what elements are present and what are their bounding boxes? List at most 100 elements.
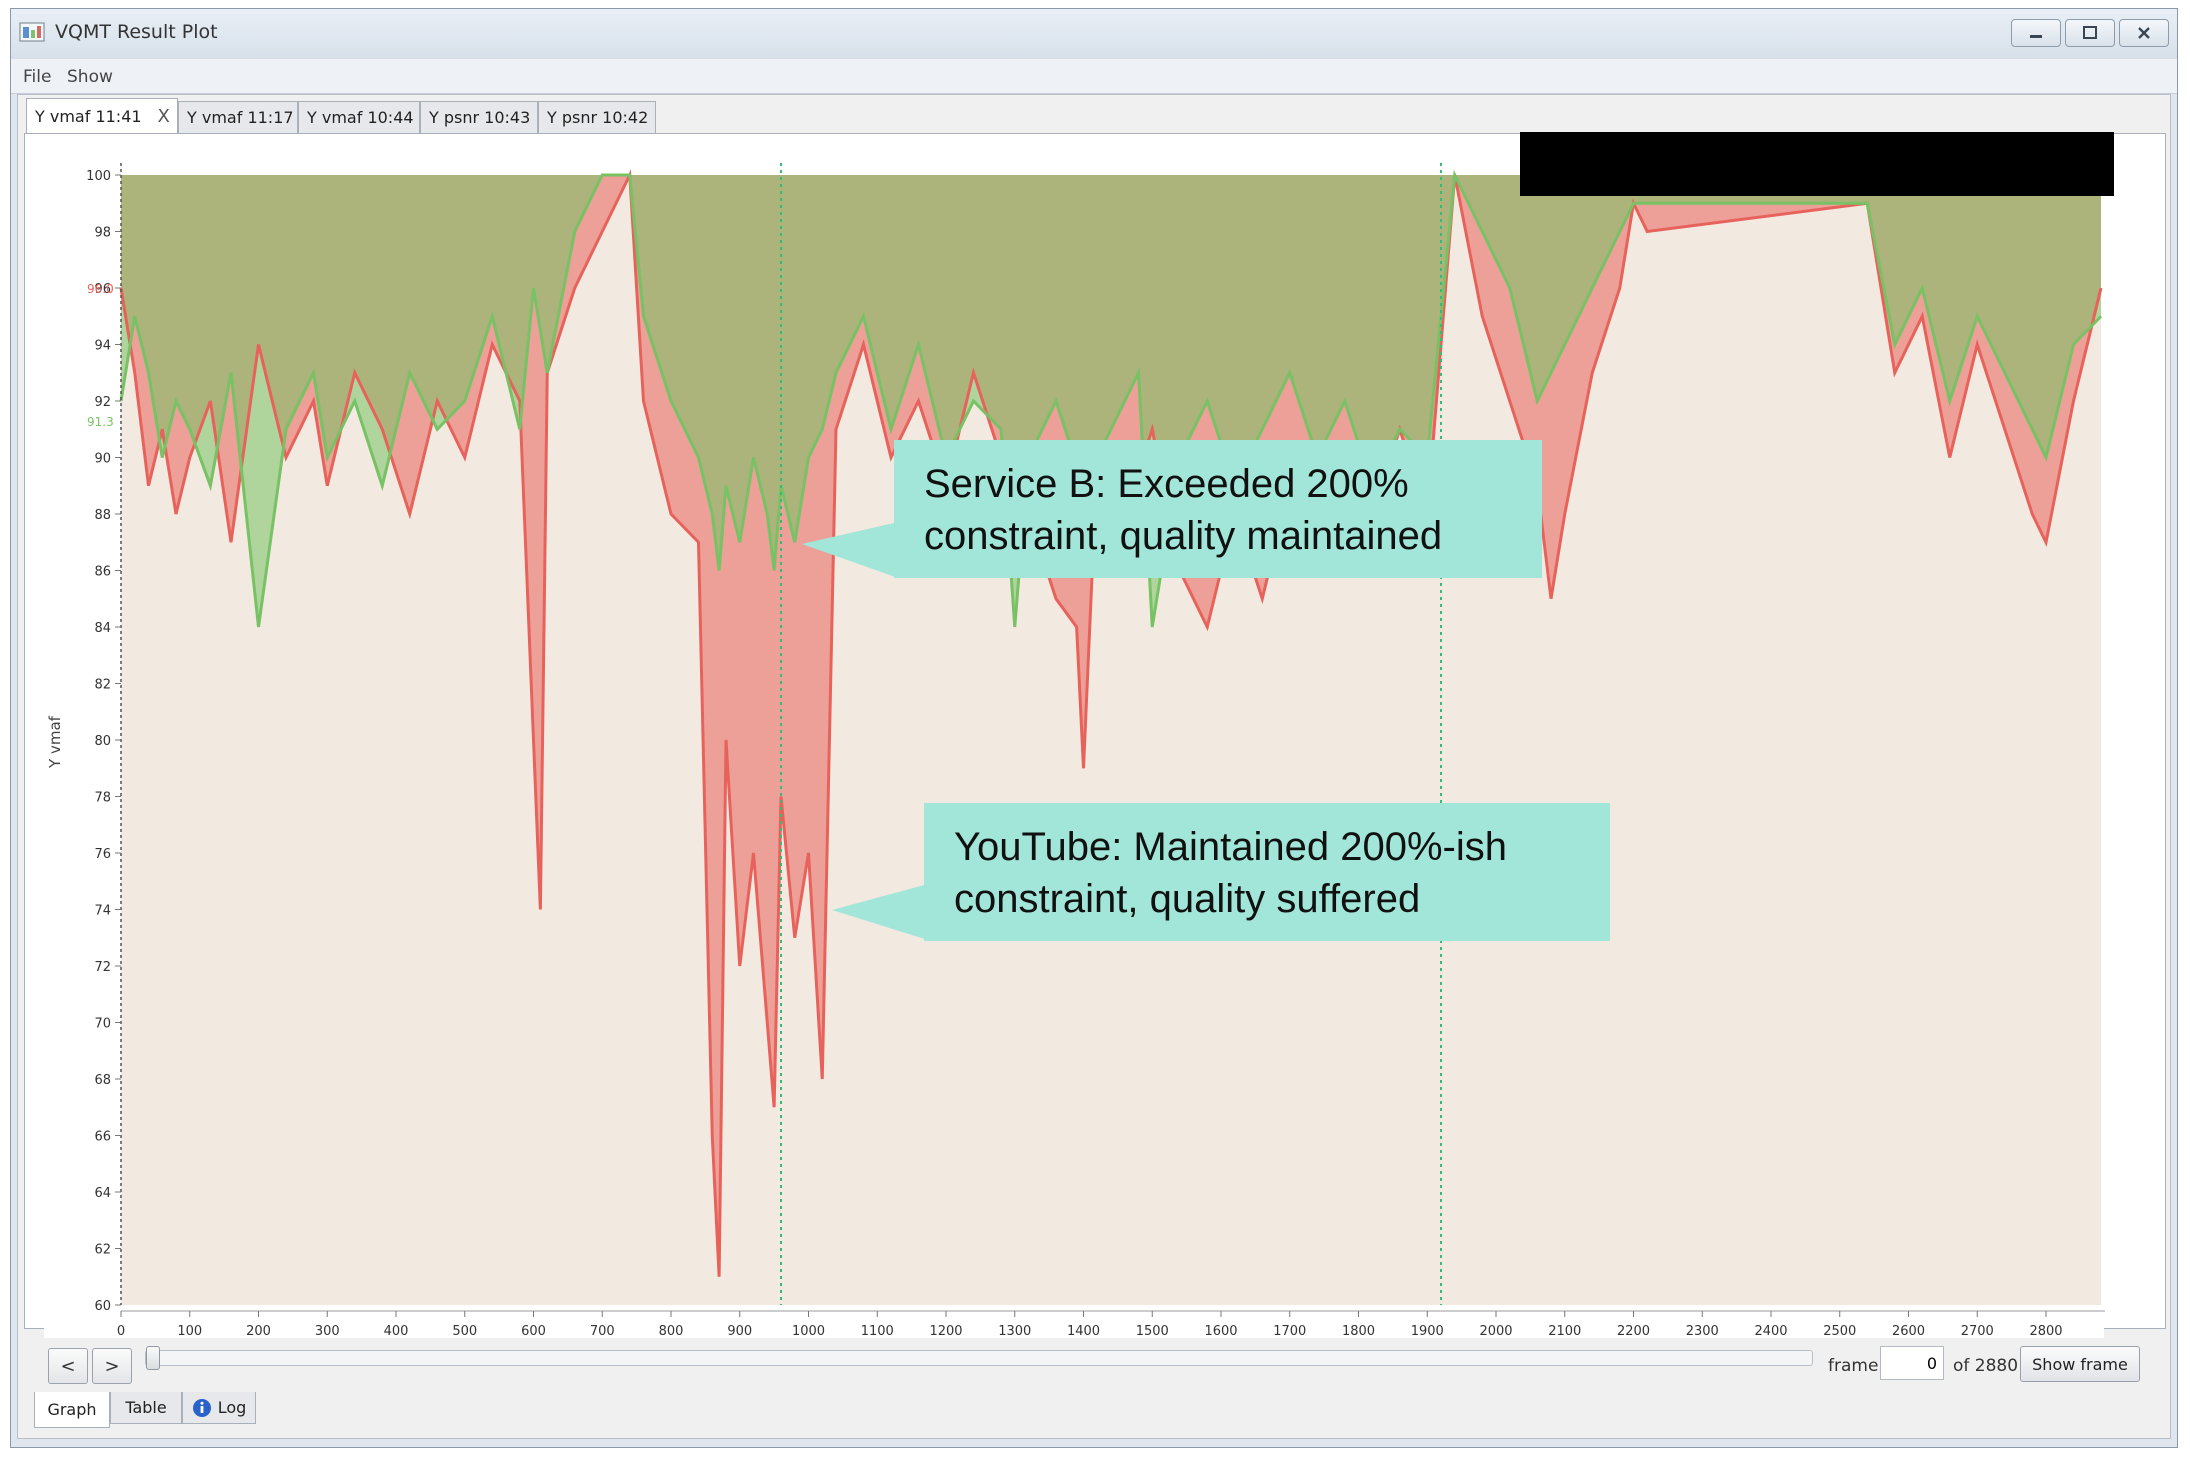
y-tick-label: 90 [94, 452, 111, 467]
x-tick-label: 2500 [1823, 1324, 1856, 1339]
tab-y-vmaf-1141[interactable]: Y vmaf 11:41 X [26, 98, 178, 134]
maximize-button[interactable] [2065, 19, 2115, 47]
tab-y-psnr-1042[interactable]: Y psnr 10:42 [538, 101, 656, 133]
menu-show[interactable]: Show [67, 67, 113, 87]
x-tick-label: 400 [384, 1324, 409, 1339]
tab-label: Y psnr 10:43 [429, 108, 531, 127]
y-tick-label: 84 [94, 621, 111, 636]
redacted-legend [1520, 132, 2114, 196]
y-tick-label: 96 [94, 282, 111, 297]
minimize-icon [2030, 35, 2042, 38]
x-tick-label: 1300 [998, 1324, 1031, 1339]
x-tick-label: 2400 [1754, 1324, 1787, 1339]
x-tick-label: 600 [521, 1324, 546, 1339]
frame-total: of 2880 [1953, 1356, 2019, 1376]
callout-line: constraint, quality suffered [954, 877, 1421, 921]
tab-table[interactable]: Table [110, 1392, 182, 1424]
y-tick-label: 68 [94, 1073, 111, 1088]
x-tick-label: 1800 [1342, 1324, 1375, 1339]
callout-line: Service B: Exceeded 200% [924, 462, 1409, 506]
show-frame-button[interactable]: Show frame [2020, 1346, 2140, 1382]
x-tick-label: 2200 [1617, 1324, 1650, 1339]
tab-label: Y vmaf 11:17 [187, 108, 294, 127]
y-tick-label: 74 [94, 904, 111, 919]
callout-line: constraint, quality maintained [924, 514, 1443, 558]
tab-y-psnr-1043[interactable]: Y psnr 10:43 [420, 101, 538, 133]
x-tick-label: 2300 [1686, 1324, 1719, 1339]
maximize-icon [2083, 26, 2097, 39]
y-tick-label: 86 [94, 565, 111, 580]
window-title: VQMT Result Plot [55, 21, 218, 43]
x-tick-label: 1000 [792, 1324, 825, 1339]
y-tick-label: 70 [94, 1017, 111, 1032]
x-tick-label: 700 [590, 1324, 615, 1339]
x-tick-label: 2000 [1479, 1324, 1512, 1339]
x-tick-label: 0 [117, 1324, 125, 1339]
frame-label: frame [1828, 1356, 1879, 1376]
series-area-1 [121, 175, 2101, 627]
y-tick-label: 72 [94, 960, 111, 975]
y-tick-label: 76 [94, 847, 111, 862]
tab-label: Y vmaf 11:41 [35, 107, 142, 126]
callout-box: Service B: Exceeded 200% constraint, qua… [894, 440, 1542, 578]
x-tick-label: 800 [659, 1324, 684, 1339]
x-tick-label: 300 [315, 1324, 340, 1339]
series-line-0 [119, 169, 2103, 1277]
x-tick-label: 1700 [1273, 1324, 1306, 1339]
x-tick-label: 2700 [1961, 1324, 1994, 1339]
y-tick-label: 78 [94, 791, 111, 806]
x-tick-label: 2600 [1892, 1324, 1925, 1339]
y-tick-label: 88 [94, 508, 111, 523]
app-icon [19, 22, 45, 42]
frame-input[interactable] [1880, 1346, 1944, 1380]
callout-line: YouTube: Maintained 200%-ish [954, 825, 1507, 869]
tab-label: Log [217, 1398, 247, 1417]
title-bar: VQMT Result Plot [11, 9, 2177, 59]
x-tick-label: 100 [177, 1324, 202, 1339]
x-tick-label: 500 [452, 1324, 477, 1339]
x-tick-label: 1500 [1136, 1324, 1169, 1339]
x-tick-label: 1900 [1411, 1324, 1444, 1339]
prev-frame-button[interactable]: < [48, 1348, 88, 1384]
x-tick-label: 200 [246, 1324, 271, 1339]
tab-y-vmaf-1044[interactable]: Y vmaf 10:44 [298, 101, 420, 133]
y-tick-label: 98 [94, 226, 111, 241]
tab-label: Table [125, 1398, 167, 1417]
info-icon [192, 1398, 211, 1417]
y-tick-label: 64 [94, 1186, 111, 1201]
y-tick-label: 62 [94, 1243, 111, 1258]
x-tick-label: 1600 [1204, 1324, 1237, 1339]
close-button[interactable] [2119, 19, 2169, 47]
callout-pointer [832, 884, 928, 940]
x-tick-label: 2100 [1548, 1324, 1581, 1339]
x-tick-label: 2800 [2029, 1324, 2062, 1339]
y-tick-label: 100 [86, 169, 111, 184]
series-line-1 [119, 169, 2103, 628]
tab-log[interactable]: Log [182, 1392, 256, 1424]
next-frame-button[interactable]: > [92, 1348, 132, 1384]
menu-file[interactable]: File [23, 67, 52, 87]
frame-slider-handle[interactable] [146, 1346, 160, 1370]
y-tick-label: 60 [94, 1299, 111, 1314]
close-icon [2138, 27, 2150, 39]
tab-graph[interactable]: Graph [34, 1392, 110, 1428]
y-tick-label: 94 [94, 339, 111, 354]
minimize-button[interactable] [2011, 19, 2061, 47]
y-tick-label: 82 [94, 678, 111, 693]
callout-box: YouTube: Maintained 200%-ish constraint,… [924, 803, 1610, 941]
tab-y-vmaf-1117[interactable]: Y vmaf 11:17 [178, 101, 298, 133]
x-tick-label: 900 [727, 1324, 752, 1339]
tab-label: Y vmaf 10:44 [307, 108, 414, 127]
y-tick-label: 66 [94, 1130, 111, 1145]
y-tick-label: 80 [94, 734, 111, 749]
frame-slider[interactable] [145, 1350, 1813, 1366]
menu-bar: File Show [11, 59, 2177, 94]
tab-close-icon[interactable]: X [157, 106, 170, 127]
green-average-label: 91.3 [87, 415, 114, 429]
x-tick-label: 1200 [929, 1324, 962, 1339]
x-tick-label: 1100 [861, 1324, 894, 1339]
tab-label: Y psnr 10:42 [547, 108, 649, 127]
red-average-label: 96.0 [87, 282, 114, 296]
x-tick-label: 1400 [1067, 1324, 1100, 1339]
